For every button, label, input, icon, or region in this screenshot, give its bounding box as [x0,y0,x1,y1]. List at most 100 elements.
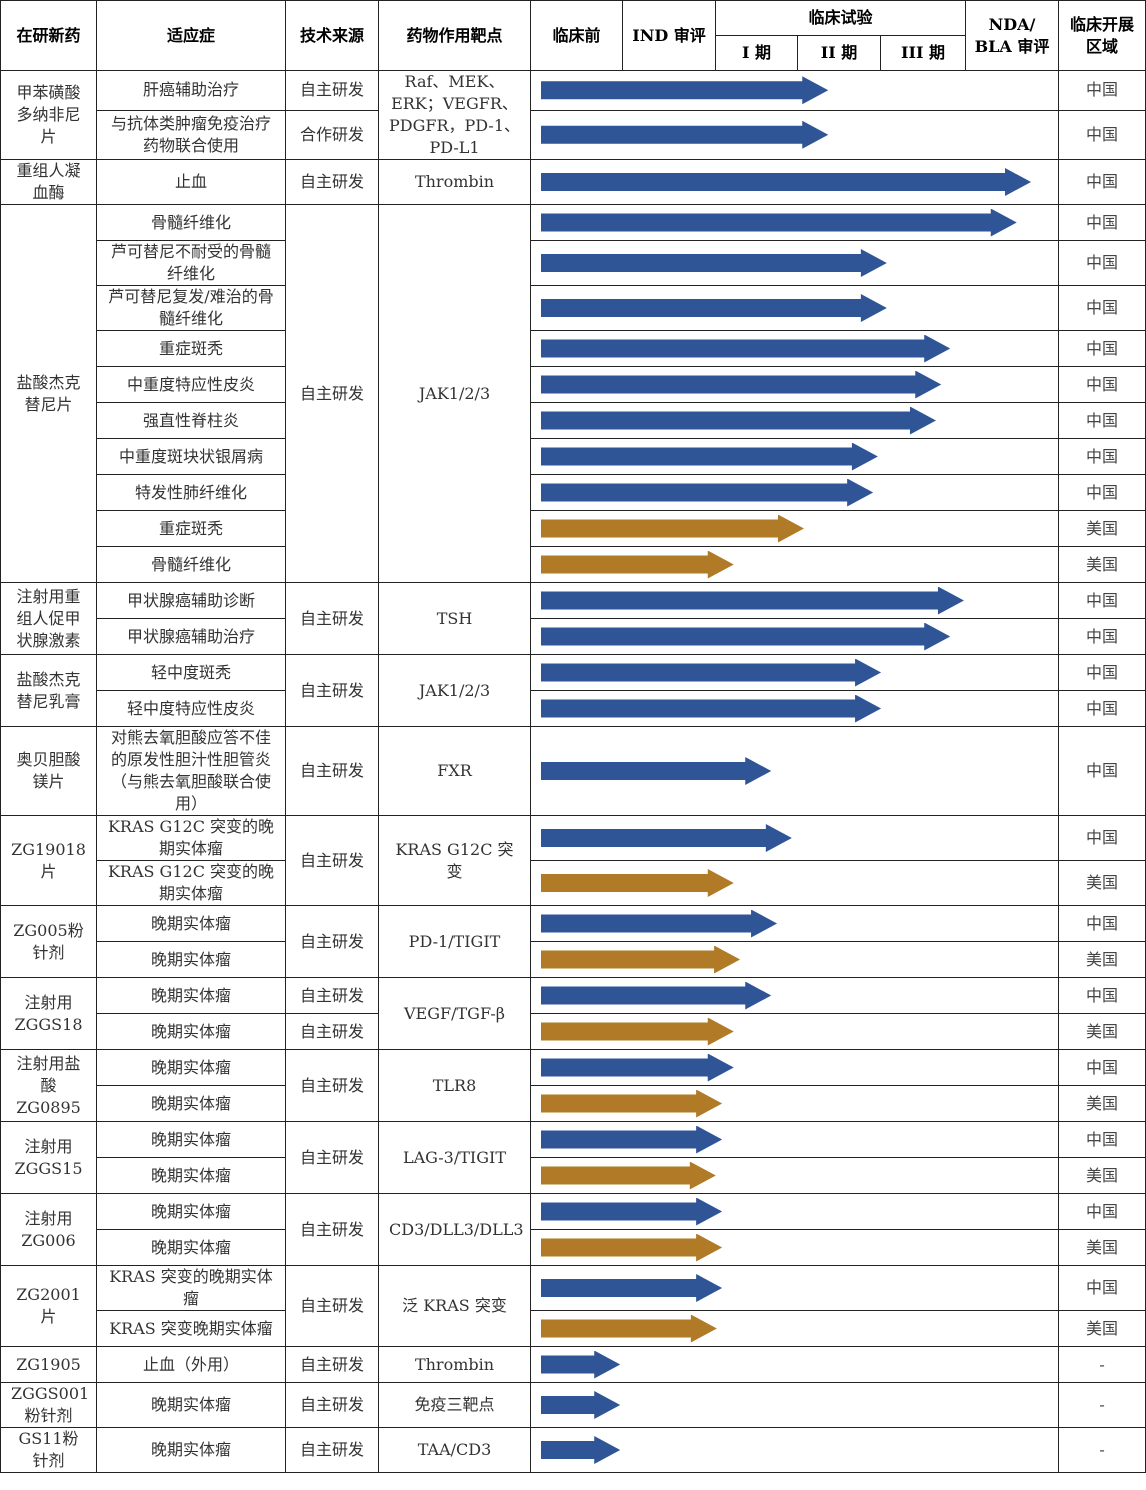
region: 美国 [1058,546,1146,583]
tech-source: 自主研发 [285,726,379,816]
progress-arrow-usa [541,1018,734,1046]
progress-track [529,1346,1060,1383]
table-row: 轻中度特应性皮炎 中国 [1,690,1146,727]
indication: 骨髓纤维化 [96,546,286,583]
indication: 中重度斑块状银屑病 [96,438,286,475]
region: 中国 [1058,1121,1146,1158]
drug-name: 奥贝胆酸镁片 [0,726,97,816]
table-row: 特发性肺纤维化 中国 [1,474,1146,511]
table-row: 晚期实体瘤 美国 [1,1229,1146,1266]
progress-track [529,977,1060,1014]
indication: 晚期实体瘤 [96,1193,286,1230]
progress-arrow-china [541,587,964,615]
progress-track [529,941,1060,978]
table-row: 芦可替尼复发/难治的骨髓纤维化 中国 [1,285,1146,331]
drug-target: PD-1/TIGIT [378,905,531,978]
indication: 晚期实体瘤 [96,1382,286,1428]
drug-target: 免疫三靶点 [378,1382,531,1428]
progress-arrow-usa [541,946,740,974]
indication: 晚期实体瘤 [96,1427,286,1473]
progress-track [529,1049,1060,1086]
table-row: ZGGS001粉针剂 晚期实体瘤 自主研发 免疫三靶点 - [0,1382,1146,1428]
tech-source: 自主研发 [285,204,379,583]
drug-name: ZG19018片 [0,815,97,906]
table-row: 注射用ZGGS15 晚期实体瘤 自主研发 LAG-3/TIGIT 中国 [0,1121,1146,1194]
progress-track [529,109,1060,161]
progress-track [529,402,1060,439]
tech-source: 自主研发 [285,815,379,906]
progress-track [529,1427,1060,1473]
indication: 晚期实体瘤 [96,1013,286,1050]
indication: 轻中度特应性皮炎 [96,690,286,727]
indication: 晚期实体瘤 [96,1085,286,1122]
region: 中国 [1058,654,1146,691]
progress-arrow-china [541,1436,620,1464]
region: 中国 [1058,977,1146,1014]
progress-track [529,1382,1060,1428]
table-row: 中重度斑块状银屑病 中国 [1,438,1146,475]
region: 中国 [1058,690,1146,727]
table-row: ZG2001片 KRAS 突变的晚期实体瘤 自主研发泛 KRAS 突变 中国 [0,1265,1146,1347]
header-preclinical: 临床前 [530,0,623,71]
drug-target: VEGF/TGF-β [378,977,531,1050]
region: 美国 [1058,1310,1146,1347]
progress-track [529,546,1060,583]
indication: 芦可替尼复发/难治的骨髓纤维化 [96,285,286,331]
drug-target: Thrombin [378,159,531,205]
progress-track [529,815,1060,861]
region: 中国 [1058,159,1146,205]
table-row: 晚期实体瘤 美国 [1,1157,1146,1194]
progress-arrow-usa [541,1090,722,1118]
progress-track [529,366,1060,403]
table-row: 盐酸杰克替尼片 骨髓纤维化 自主研发 JAK1/2/3 中国 [0,204,1146,583]
region: 中国 [1058,905,1146,942]
progress-arrow-china [541,910,777,938]
table-row: ZG005粉针剂 晚期实体瘤 自主研发 PD-1/TIGIT 中国 [0,905,1146,978]
progress-arrow-usa [541,1234,722,1262]
region: 中国 [1058,1265,1146,1311]
indication: KRAS 突变晚期实体瘤 [96,1310,286,1347]
tech-source: 自主研发 [285,654,379,727]
progress-arrow-china [541,824,792,852]
indication: 轻中度斑秃 [96,654,286,691]
region: 中国 [1058,402,1146,439]
table-row: 强直性脊柱炎 中国 [1,402,1146,439]
region: 中国 [1058,474,1146,511]
tech-source: 自主研发 [285,1265,379,1347]
indication: 晚期实体瘤 [96,977,286,1014]
table-row: 奥贝胆酸镁片 对熊去氧胆酸应答不佳的原发性胆汁性胆管炎（与熊去氧胆酸联合使用） 自主… [0,726,1146,816]
region: 中国 [1058,582,1146,619]
drug-target: KRAS G12C 突变 [378,815,531,906]
header-clinical: 临床试验 [714,0,967,36]
progress-track [529,618,1060,655]
header-nda: NDA/ BLA 审评 [965,0,1060,71]
pipeline-body: 甲苯磺酸多纳非尼片 肝癌辅助治疗 自主研发 Raf、MEK、ERK；VEGFR、PDG… [0,70,1146,1473]
region: 中国 [1058,204,1146,241]
indication: 中重度特应性皮炎 [96,366,286,403]
table-row: 芦可替尼不耐受的骨髓纤维化 中国 [1,240,1146,286]
table-row: 中重度特应性皮炎 中国 [1,366,1146,403]
tech-source: 自主研发 [285,905,379,978]
progress-arrow-china [541,371,941,399]
header-phase3: III 期 [879,35,967,71]
table-row: KRAS G12C 突变的晚期实体瘤 美国 [1,860,1146,906]
drug-name: 注射用重组人促甲状腺激素 [0,582,97,655]
region: 美国 [1058,1229,1146,1266]
indication: KRAS G12C 突变的晚期实体瘤 [96,860,286,906]
drug-name: 注射用盐酸ZG0895 [0,1049,97,1122]
indication: 肝癌辅助治疗 [96,70,286,111]
drug-name: 盐酸杰克替尼乳膏 [0,654,97,727]
indication: 重症斑秃 [96,330,286,367]
progress-track [529,582,1060,619]
region: 中国 [1058,1049,1146,1086]
progress-arrow-china [541,623,950,651]
header-drug: 在研新药 [0,0,97,71]
tech-source: 自主研发 [285,977,379,1014]
table-row: 重症斑秃 美国 [1,510,1146,547]
drug-name: ZG1905 [0,1346,97,1383]
indication: 骨髓纤维化 [96,204,286,241]
progress-track [529,474,1060,511]
indication: 甲状腺癌辅助治疗 [96,618,286,655]
region: 中国 [1058,70,1146,111]
